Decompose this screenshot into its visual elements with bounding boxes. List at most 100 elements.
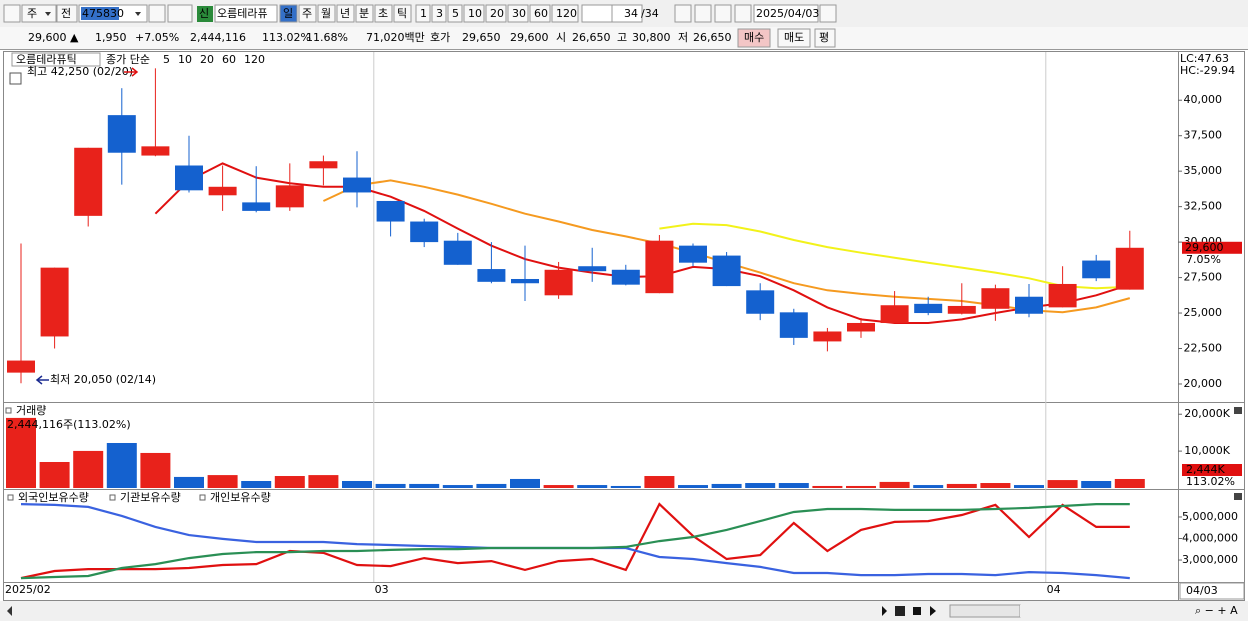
volume-bar — [980, 483, 1011, 488]
button[interactable] — [279, 4, 298, 23]
button[interactable] — [447, 4, 463, 23]
y-tick-label: 20,000 — [1184, 377, 1223, 390]
scroll-left[interactable] — [7, 606, 12, 616]
button[interactable] — [393, 4, 412, 23]
info-high_label: 고 — [617, 31, 627, 44]
zoom-slider[interactable] — [949, 604, 1021, 618]
button[interactable] — [431, 4, 447, 23]
y-tick-label: 40,000 — [1184, 93, 1223, 106]
candle-body — [477, 269, 506, 282]
ma-legend: 5 — [163, 53, 170, 66]
button[interactable] — [551, 4, 579, 23]
sell-button[interactable] — [777, 28, 811, 48]
scroll-right[interactable] — [882, 606, 887, 616]
volume-bar — [644, 476, 675, 488]
info-change_pct: +7.05% — [135, 31, 179, 44]
volume-bar — [442, 485, 473, 488]
button[interactable] — [167, 4, 193, 23]
y-tick-label: 20,000K — [1184, 407, 1230, 420]
info-open_label: 시 — [556, 31, 566, 44]
date: 2025/04/03 — [756, 7, 819, 20]
period-button: 년 — [340, 7, 350, 20]
candle-body — [679, 245, 707, 263]
calendar-icon — [9, 72, 22, 85]
interval-button: 1 — [420, 7, 427, 20]
play-button[interactable] — [930, 606, 936, 616]
legend-icon — [5, 407, 12, 414]
button[interactable] — [529, 4, 551, 23]
period-button: 월 — [321, 7, 331, 20]
candle-body — [981, 288, 1010, 309]
button[interactable] — [485, 4, 507, 23]
candle-body — [343, 177, 371, 193]
stop-button[interactable] — [913, 607, 921, 615]
new-badge-text: 신 — [199, 7, 209, 20]
button[interactable] — [611, 4, 643, 23]
info-low: 26,650 — [693, 31, 732, 44]
buy-button[interactable] — [737, 28, 771, 48]
button[interactable] — [317, 4, 336, 23]
button[interactable] — [148, 4, 166, 23]
candle-body — [208, 186, 237, 196]
candle-body — [880, 305, 909, 323]
volume-bar — [207, 475, 238, 488]
y-tick-label: 32,500 — [1184, 200, 1223, 213]
button[interactable] — [415, 4, 431, 23]
info-amount: 71,020백만 — [366, 31, 425, 44]
y-tick-label: 25,000 — [1184, 306, 1223, 319]
button[interactable] — [507, 4, 529, 23]
button[interactable] — [298, 4, 317, 23]
button[interactable] — [819, 4, 837, 23]
button[interactable] — [336, 4, 355, 23]
button[interactable] — [3, 4, 21, 23]
candle-body — [847, 322, 875, 332]
volume-bar — [140, 452, 171, 488]
current-price: 29,600 — [1185, 241, 1224, 254]
candle-body — [40, 267, 69, 337]
candle-body — [813, 331, 842, 342]
y-tick-label: 27,500 — [1184, 271, 1223, 284]
close-icon — [1234, 407, 1242, 414]
info-turnover: 11.68% — [306, 31, 348, 44]
scrollbar[interactable] — [0, 601, 1248, 621]
button[interactable] — [734, 4, 752, 23]
candle-body — [410, 221, 439, 243]
y-tick-label: 35,000 — [1184, 164, 1223, 177]
series-line — [20, 502, 1130, 580]
button[interactable] — [21, 4, 57, 23]
button[interactable] — [694, 4, 712, 23]
info-low_label: 저 — [678, 31, 688, 44]
candle-body — [611, 269, 640, 285]
avg-button[interactable] — [814, 28, 836, 48]
dropdown-arrow — [135, 12, 141, 16]
legend-entry: 개인보유수량 — [210, 491, 271, 504]
button[interactable] — [463, 4, 485, 23]
volume-bar — [1047, 480, 1078, 488]
button[interactable] — [56, 4, 78, 23]
volume-bar — [846, 485, 876, 488]
volume-bar — [610, 485, 641, 488]
period-button: 초 — [378, 7, 388, 20]
total: /34 — [641, 7, 659, 20]
button[interactable] — [214, 4, 278, 23]
volume-bar — [241, 480, 272, 488]
dropdown-arrow — [45, 12, 51, 16]
prev-button: 전 — [61, 7, 71, 20]
button[interactable] — [374, 4, 393, 23]
button[interactable] — [753, 4, 819, 23]
ma-legend: 20 — [200, 53, 214, 66]
stock-code: 475830 — [82, 7, 124, 20]
interval-button: 3 — [436, 7, 443, 20]
button[interactable] — [714, 4, 732, 23]
volume-bar — [711, 483, 742, 488]
info-quote_label: 호가 — [430, 31, 450, 44]
candle-body — [578, 266, 607, 272]
button[interactable] — [355, 4, 374, 23]
candle-body — [1015, 296, 1043, 314]
current-price-box — [1182, 241, 1242, 254]
button[interactable] — [674, 4, 692, 23]
close-icon — [1234, 493, 1242, 500]
y-tick-label: 4,000,000 — [1182, 532, 1238, 545]
info-price: 29,600 ▲ — [28, 31, 79, 44]
nav-button[interactable] — [895, 606, 905, 616]
